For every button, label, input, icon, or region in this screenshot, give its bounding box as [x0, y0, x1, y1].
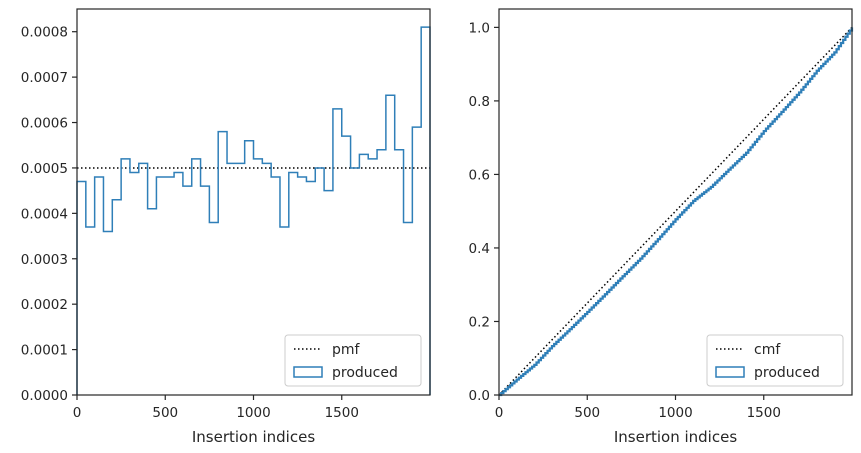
right-y-tick-label: 1.0 [469, 20, 490, 36]
left-legend-box [284, 334, 422, 387]
left-y-tick-label: 0.0005 [21, 161, 68, 177]
right-x-axis-label: Insertion indices [614, 428, 737, 446]
right-x-tick-label: 0 [495, 405, 504, 421]
right-cmf-line [498, 26, 853, 396]
right-cumulative-plot: 0 500 1000 1500 0.0 0.2 0.4 0.6 0.8 1.0 Insertion … [469, 8, 854, 446]
left-histogram-plot: 0 500 1000 1500 0.0000 0.0001 0.0002 0.0003 0.00… [21, 8, 431, 446]
left-y-tick-label: 0.0001 [21, 343, 68, 359]
right-y-tick-label: 0.4 [469, 241, 490, 257]
left-legend-pmf-label: pmf [332, 342, 361, 358]
right-legend-produced-label: produced [754, 365, 820, 381]
left-x-tick-label: 500 [152, 405, 178, 421]
right-x-tick-label: 500 [574, 405, 600, 421]
right-produced-series [499, 27, 854, 397]
left-y-tick-label: 0.0007 [21, 70, 68, 86]
left-x-tick-label: 0 [73, 405, 82, 421]
right-x-tick-label: 1500 [747, 405, 781, 421]
left-legend-produced-swatch [293, 366, 323, 378]
left-x-axis-label: Insertion indices [192, 428, 315, 446]
right-legend-cmf-label: cmf [754, 342, 781, 358]
left-y-tick-label: 0.0003 [21, 252, 68, 268]
left-y-tick-label: 0.0002 [21, 297, 68, 313]
left-y-tick-label: 0.0006 [21, 116, 68, 132]
right-x-tick-label: 1000 [658, 405, 692, 421]
left-x-tick-label: 1000 [236, 405, 270, 421]
left-legend-produced-label: produced [332, 365, 398, 381]
right-legend: cmf produced [706, 334, 844, 387]
right-y-tick-label: 0.8 [469, 94, 490, 110]
right-legend-box [706, 334, 844, 387]
left-legend: pmf produced [284, 334, 422, 387]
right-y-tick-label: 0.0 [469, 388, 490, 404]
right-y-tick-label: 0.2 [469, 314, 490, 330]
right-y-tick-label: 0.6 [469, 167, 490, 183]
left-y-tick-label: 0.0004 [21, 206, 68, 222]
right-legend-produced-swatch [715, 366, 745, 378]
left-y-tick-label: 0.0000 [21, 388, 68, 404]
left-x-tick-label: 1500 [325, 405, 359, 421]
left-y-tick-label: 0.0008 [21, 25, 68, 41]
left-produced-series [76, 26, 431, 395]
